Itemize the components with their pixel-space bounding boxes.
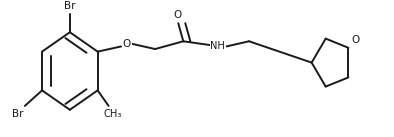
Text: O: O — [351, 35, 360, 45]
Text: CH₃: CH₃ — [103, 109, 122, 119]
Text: Br: Br — [12, 109, 24, 119]
Text: Br: Br — [64, 1, 76, 11]
Text: O: O — [123, 39, 131, 49]
Text: NH: NH — [210, 42, 225, 52]
Text: O: O — [173, 10, 182, 20]
